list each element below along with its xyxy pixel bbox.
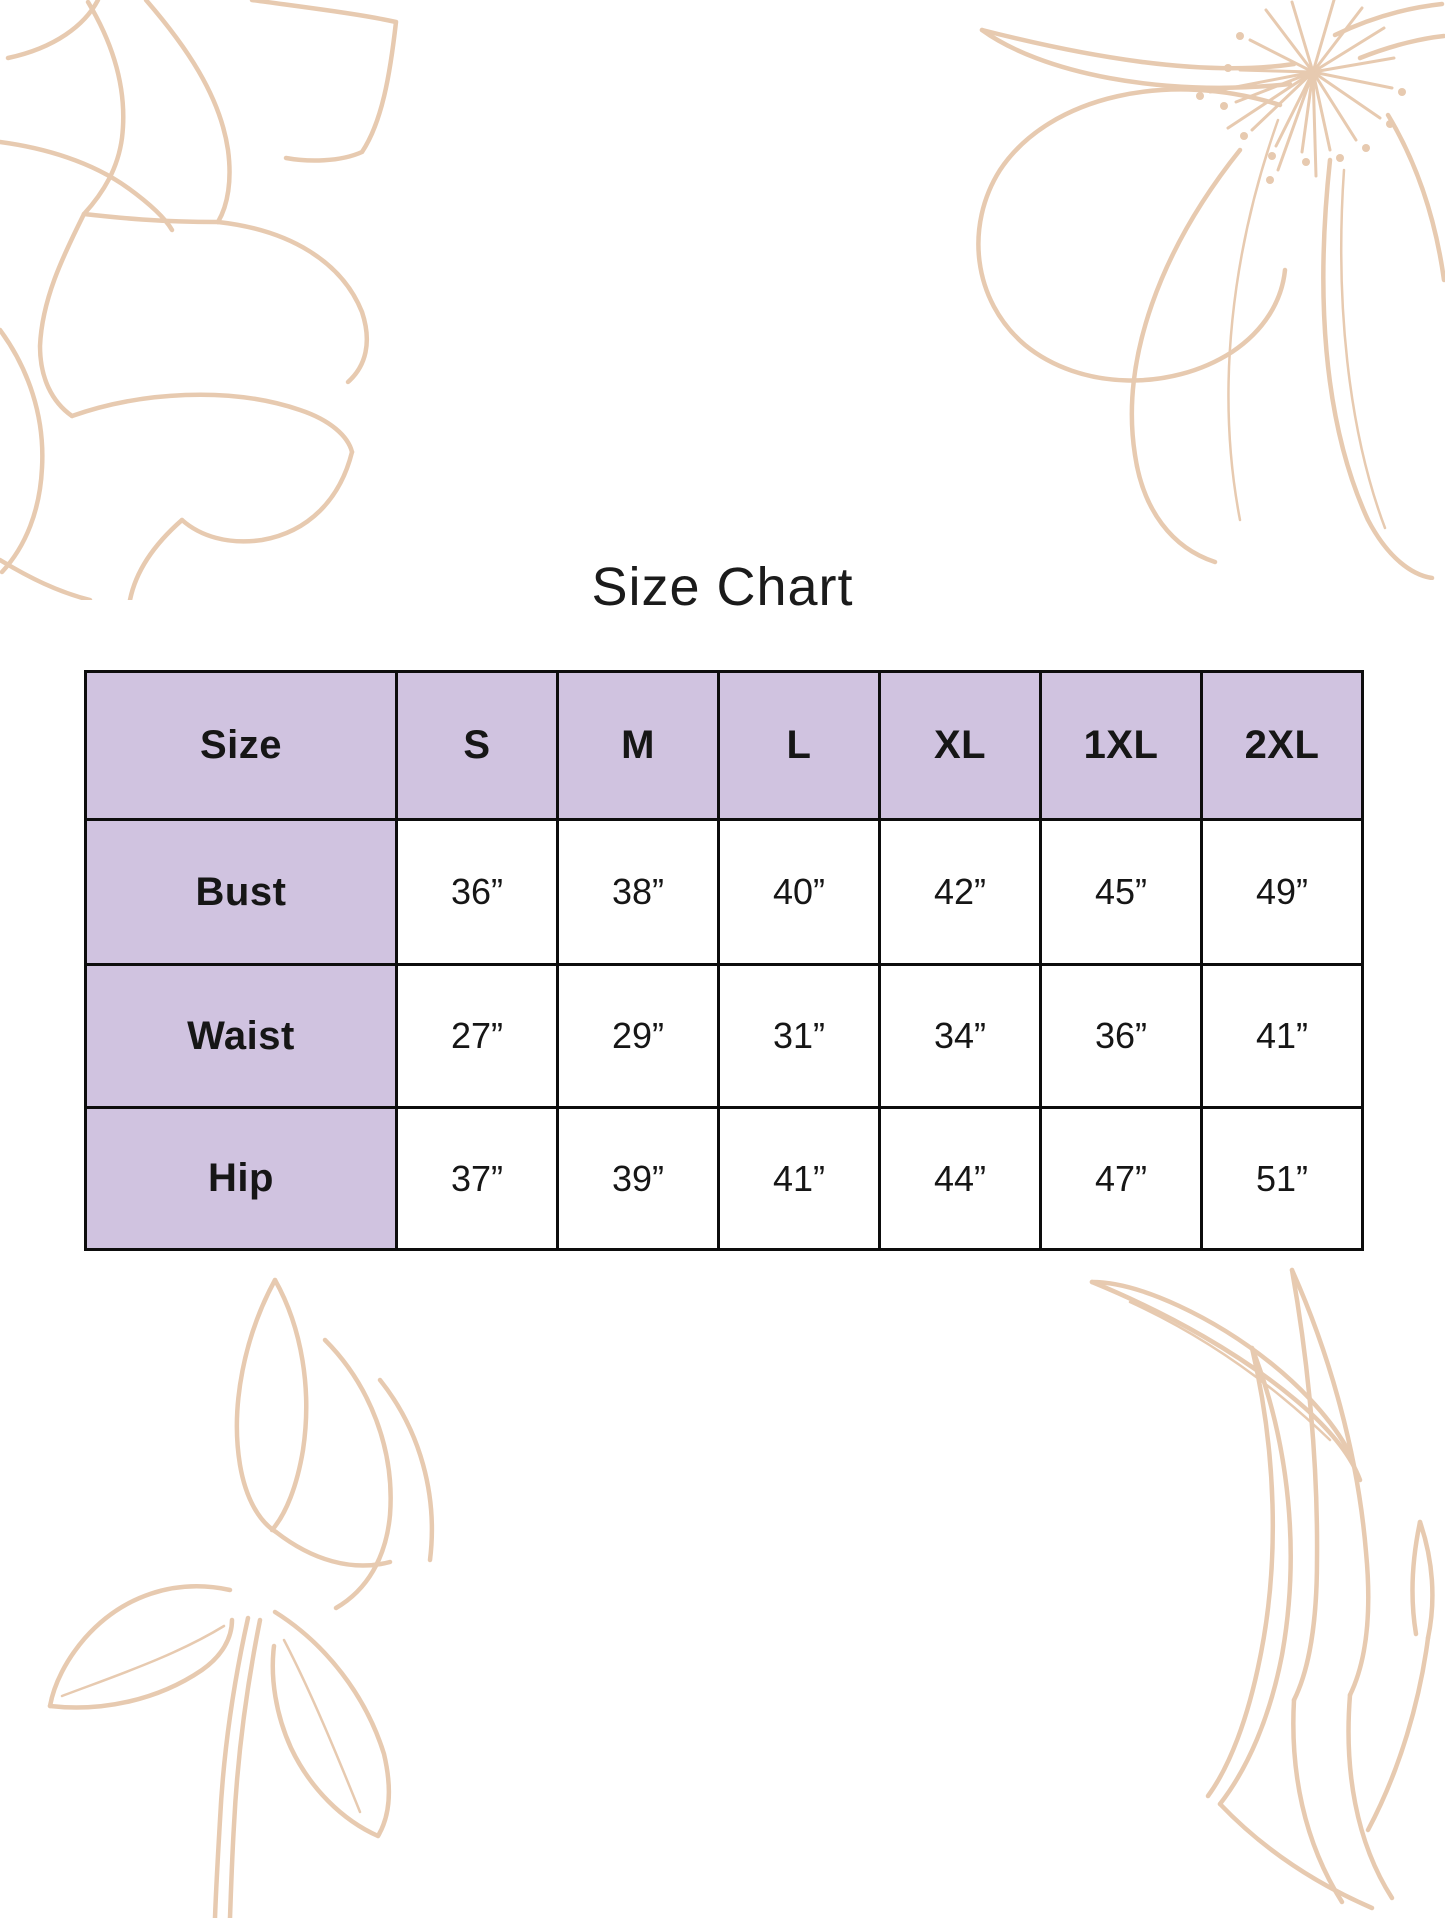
header-cell-xl: XL: [878, 670, 1042, 821]
bust-s-value: 36”: [395, 818, 559, 966]
hip-xl-value: 44”: [878, 1106, 1042, 1251]
page-title: Size Chart: [591, 557, 854, 617]
bust-2xl-value: 49”: [1200, 818, 1364, 966]
row-label-bust: Bust: [84, 818, 398, 966]
waist-m-value: 29”: [556, 963, 720, 1109]
table-row-hip: Hip 37” 39” 41” 44” 47” 51”: [84, 1106, 1364, 1251]
bust-1xl-value: 45”: [1039, 818, 1203, 966]
header-cell-l: L: [717, 670, 881, 821]
header-cell-1xl: 1XL: [1039, 670, 1203, 821]
hip-1xl-value: 47”: [1039, 1106, 1203, 1251]
flower-bottom-left-icon: [40, 1260, 490, 1918]
table-header-row: Size S M L XL 1XL 2XL: [84, 670, 1364, 821]
hip-l-value: 41”: [717, 1106, 881, 1251]
header-cell-m: M: [556, 670, 720, 821]
table-row-waist: Waist 27” 29” 31” 34” 36” 41”: [84, 963, 1364, 1109]
hip-2xl-value: 51”: [1200, 1106, 1364, 1251]
hip-s-value: 37”: [395, 1106, 559, 1251]
flower-top-right-icon: [680, 0, 1445, 580]
bust-l-value: 40”: [717, 818, 881, 966]
bust-xl-value: 42”: [878, 818, 1042, 966]
header-cell-s: S: [395, 670, 559, 821]
hip-m-value: 39”: [556, 1106, 720, 1251]
row-label-hip: Hip: [84, 1106, 398, 1251]
header-cell-2xl: 2XL: [1200, 670, 1364, 821]
leaves-bottom-right-icon: [1000, 1230, 1445, 1918]
waist-2xl-value: 41”: [1200, 963, 1364, 1109]
table-row-bust: Bust 36” 38” 40” 42” 45” 49”: [84, 818, 1364, 966]
bust-m-value: 38”: [556, 818, 720, 966]
header-cell-size: Size: [84, 670, 398, 821]
waist-xl-value: 34”: [878, 963, 1042, 1109]
waist-l-value: 31”: [717, 963, 881, 1109]
size-chart-table: Size S M L XL 1XL 2XL Bust 36” 38” 40” 4…: [84, 670, 1364, 1251]
waist-1xl-value: 36”: [1039, 963, 1203, 1109]
waist-s-value: 27”: [395, 963, 559, 1109]
row-label-waist: Waist: [84, 963, 398, 1109]
flower-top-left-icon: [0, 0, 420, 600]
